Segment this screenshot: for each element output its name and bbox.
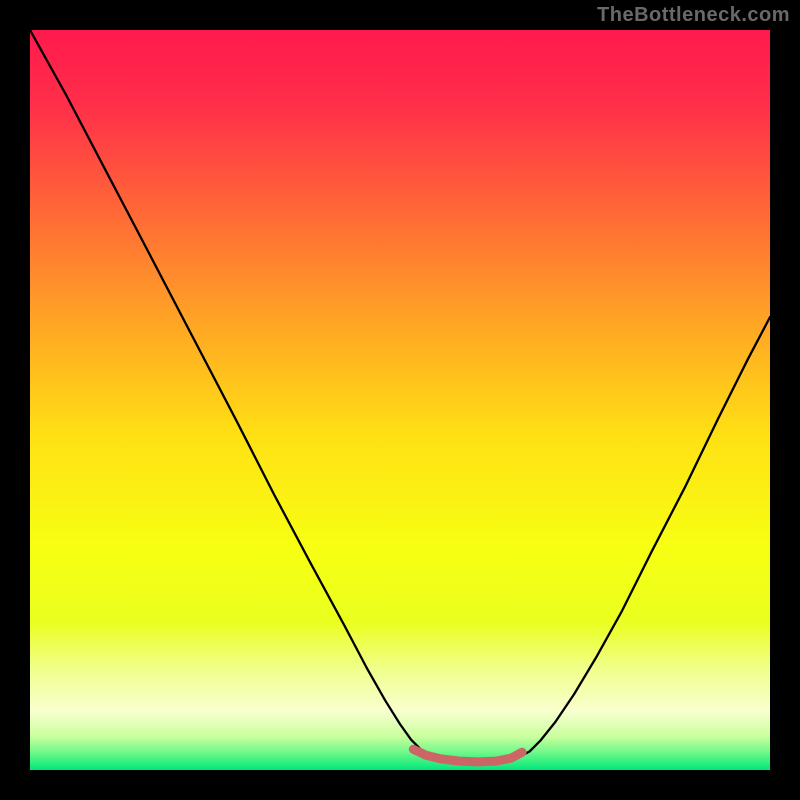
gradient-background: [30, 30, 770, 770]
plot-svg: [30, 30, 770, 770]
watermark-text: TheBottleneck.com: [597, 4, 790, 27]
chart-frame: TheBottleneck.com: [0, 0, 800, 800]
plot-area: [30, 30, 770, 770]
